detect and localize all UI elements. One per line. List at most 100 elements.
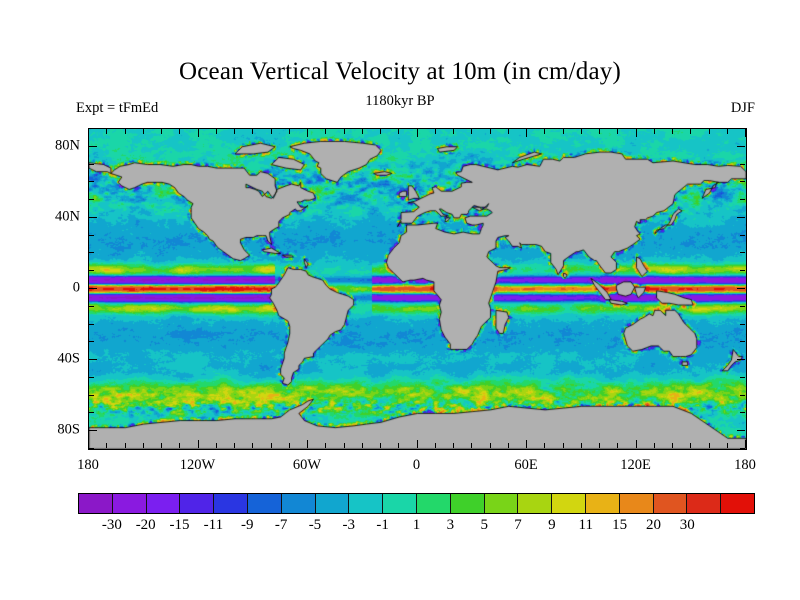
- colorbar-band-9: [383, 494, 417, 513]
- x-axis-label: 60W: [292, 457, 322, 473]
- colorbar-band-7: [315, 494, 350, 513]
- x-axis-label: 180: [77, 457, 99, 473]
- axis-tick: [526, 440, 527, 448]
- axis-tick: [745, 129, 746, 137]
- experiment-label: Expt = tFmEd: [76, 100, 159, 116]
- colorbar-band-14: [552, 494, 586, 513]
- axis-tick: [709, 129, 710, 134]
- colorbar-band-16: [619, 494, 654, 513]
- axis-tick: [271, 443, 272, 448]
- axis-tick: [471, 443, 472, 448]
- axis-tick: [563, 129, 564, 134]
- axis-tick: [89, 217, 97, 218]
- colorbar-band-3: [180, 494, 215, 513]
- axis-tick: [740, 252, 745, 253]
- colorbar: -30 -20 -15 -11 -9 -7 -5 -3 -1 1 3 5 7 9 11 15 20 30: [78, 493, 755, 533]
- axis-tick: [398, 443, 399, 448]
- y-axis-label: 40S: [57, 350, 80, 367]
- axis-tick: [161, 129, 162, 134]
- colorbar-band-13: [518, 494, 553, 513]
- axis-tick: [508, 129, 509, 134]
- colorbar-tick-label: 20: [645, 517, 661, 533]
- axis-tick: [740, 181, 745, 182]
- axis-tick: [417, 129, 418, 137]
- axis-tick: [89, 448, 94, 449]
- axis-tick: [508, 443, 509, 448]
- ocean-velocity-heatmap: [89, 129, 746, 449]
- axis-tick: [727, 443, 728, 448]
- colorbar-band-8: [349, 494, 384, 513]
- colorbar-bands: [78, 493, 755, 514]
- axis-tick: [344, 129, 345, 134]
- colorbar-tick-label: -5: [308, 517, 322, 533]
- axis-tick: [740, 395, 745, 396]
- colorbar-tick-label: -3: [342, 517, 356, 533]
- colorbar-tick-label: -7: [274, 517, 288, 533]
- axis-tick: [740, 341, 745, 342]
- colorbar-tick-label: 9: [548, 517, 556, 533]
- x-axis-label: 180: [734, 457, 756, 473]
- axis-tick: [709, 443, 710, 448]
- axis-tick: [89, 128, 94, 129]
- axis-tick: [544, 129, 545, 134]
- axis-tick: [740, 128, 745, 129]
- axis-tick: [88, 440, 89, 448]
- colorbar-band-2: [146, 494, 181, 513]
- axis-tick: [636, 129, 637, 137]
- axis-tick: [740, 306, 745, 307]
- axis-tick: [453, 443, 454, 448]
- colorbar-tick-label: 30: [679, 517, 695, 533]
- colorbar-band-4: [214, 494, 248, 513]
- axis-tick: [89, 235, 94, 236]
- axis-tick: [544, 443, 545, 448]
- axis-tick: [89, 306, 94, 307]
- axis-tick: [737, 146, 745, 147]
- axis-tick: [380, 443, 381, 448]
- axis-tick: [307, 129, 308, 137]
- axis-tick: [737, 288, 745, 289]
- colorbar-tick-label: -30: [101, 517, 122, 533]
- axis-tick: [581, 129, 582, 134]
- axis-tick: [325, 129, 326, 134]
- colorbar-band-11: [450, 494, 485, 513]
- axis-tick: [737, 359, 745, 360]
- y-axis-label: 0: [72, 279, 80, 296]
- axis-tick: [490, 129, 491, 134]
- axis-tick: [672, 443, 673, 448]
- axis-tick: [271, 129, 272, 134]
- colorbar-tick-label: 3: [446, 517, 455, 533]
- axis-tick: [143, 443, 144, 448]
- colorbar-band-12: [484, 494, 519, 513]
- axis-tick: [599, 129, 600, 134]
- colorbar-tick-label: 1: [412, 517, 421, 533]
- axis-tick: [417, 440, 418, 448]
- axis-tick: [435, 443, 436, 448]
- colorbar-tick-label: -20: [135, 517, 156, 533]
- y-axis-label: 80N: [55, 137, 80, 154]
- axis-tick: [307, 440, 308, 448]
- axis-tick: [740, 412, 745, 413]
- axis-tick: [581, 443, 582, 448]
- axis-tick: [216, 129, 217, 134]
- axis-tick: [617, 129, 618, 134]
- axis-tick: [143, 129, 144, 134]
- axis-tick: [89, 270, 94, 271]
- axis-tick: [161, 443, 162, 448]
- axis-tick: [216, 443, 217, 448]
- axis-tick: [179, 129, 180, 134]
- axis-tick: [654, 129, 655, 134]
- axis-tick: [89, 164, 94, 165]
- axis-tick: [89, 324, 94, 325]
- axis-tick: [690, 443, 691, 448]
- colorbar-band-18: [687, 494, 722, 513]
- axis-tick: [654, 443, 655, 448]
- axis-tick: [362, 443, 363, 448]
- colorbar-tick-label: -15: [169, 517, 190, 533]
- axis-tick: [89, 288, 97, 289]
- colorbar-tick-label: 15: [612, 517, 628, 533]
- axis-tick: [198, 129, 199, 137]
- colorbar-tick-label: -1: [376, 517, 389, 533]
- axis-tick: [252, 129, 253, 134]
- axis-tick: [745, 440, 746, 448]
- axis-tick: [453, 129, 454, 134]
